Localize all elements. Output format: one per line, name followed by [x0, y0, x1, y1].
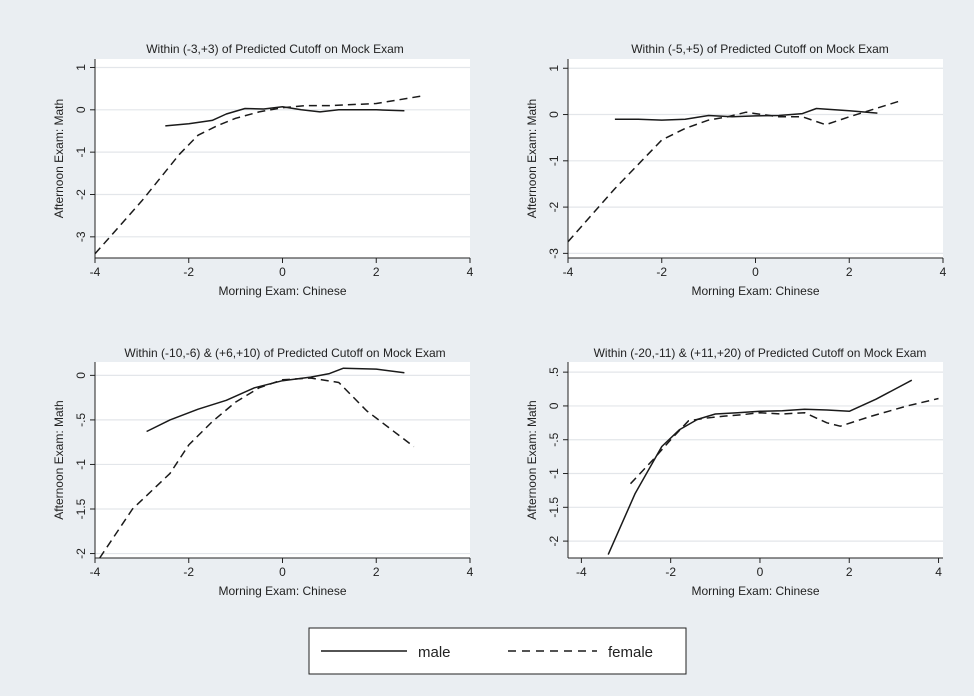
y-tick-label: 0 [74, 372, 88, 379]
x-axis-label: Morning Exam: Chinese [691, 284, 819, 298]
x-tick-label: 0 [752, 265, 759, 279]
y-tick-label: -1 [74, 459, 88, 470]
x-tick-label: -2 [183, 565, 194, 579]
x-tick-label: -2 [656, 265, 667, 279]
y-tick-label: 1 [74, 64, 88, 71]
plot-area [568, 362, 943, 558]
y-tick-label: -1.5 [547, 497, 561, 518]
chart-title: Within (-10,-6) & (+6,+10) of Predicted … [124, 346, 445, 360]
x-tick-label: 2 [846, 265, 853, 279]
y-tick-label: .5 [547, 367, 561, 377]
x-tick-label: 2 [373, 565, 380, 579]
x-axis-label: Morning Exam: Chinese [218, 584, 346, 598]
series-line-male [607, 379, 913, 555]
x-tick-label: 4 [467, 565, 474, 579]
x-axis-label: Morning Exam: Chinese [691, 584, 819, 598]
y-tick-label: -1.5 [74, 498, 88, 519]
series-line-female [99, 377, 415, 559]
x-tick-label: 2 [846, 565, 853, 579]
legend-label-female: female [608, 644, 653, 661]
y-axis-label: Afternoon Exam: Math [525, 99, 539, 218]
series-line-male [614, 107, 878, 121]
chart-panel-2: -4 -2 0 2 4 1 0 -1 -2 -3 Within (-5,+5) of Predict… [525, 42, 947, 298]
series-line-male [165, 106, 405, 127]
y-tick-label: 0 [74, 106, 88, 113]
series-line-female [567, 99, 902, 243]
y-tick-label: 0 [547, 402, 561, 409]
plot-area [568, 59, 943, 258]
chart-panel-4: -4 -2 0 2 4 .5 0 -.5 -1 -1.5 -2 Within (-20,-11) & … [525, 346, 943, 598]
x-tick-label: -4 [90, 265, 101, 279]
y-tick-label: -3 [74, 231, 88, 242]
x-tick-label: 0 [279, 265, 286, 279]
legend-label-male: male [418, 644, 451, 661]
y-tick-label: -.5 [74, 413, 88, 427]
plot-area [95, 59, 470, 258]
y-tick-label: -2 [547, 201, 561, 212]
chart-panel-1: -4 -2 0 2 4 1 0 -1 -2 -3 Within (-3,+3) of Predict… [52, 42, 474, 298]
y-axis-label: Afternoon Exam: Math [525, 400, 539, 519]
plot-area [95, 362, 470, 558]
x-tick-label: 4 [467, 265, 474, 279]
y-tick-label: -1 [547, 468, 561, 479]
y-tick-label: -1 [547, 155, 561, 166]
legend: male female [308, 627, 687, 675]
y-tick-label: -2 [547, 535, 561, 546]
x-tick-label: -2 [183, 265, 194, 279]
y-tick-label: -2 [74, 548, 88, 559]
x-tick-label: 2 [373, 265, 380, 279]
x-tick-label: -4 [576, 565, 587, 579]
x-tick-label: 4 [940, 265, 947, 279]
x-axis-label: Morning Exam: Chinese [218, 284, 346, 298]
x-tick-label: 4 [935, 565, 942, 579]
x-tick-label: 0 [279, 565, 286, 579]
y-tick-label: 1 [547, 65, 561, 72]
y-tick-label: -.5 [547, 432, 561, 446]
series-line-male [146, 367, 405, 433]
y-tick-label: -3 [547, 248, 561, 259]
y-tick-label: -1 [74, 146, 88, 157]
y-tick-label: -2 [74, 189, 88, 200]
chart-title: Within (-5,+5) of Predicted Cutoff on Mo… [631, 42, 889, 56]
chart-title: Within (-20,-11) & (+11,+20) of Predicte… [594, 346, 927, 360]
series-line-female [629, 397, 939, 485]
chart-title: Within (-3,+3) of Predicted Cutoff on Mo… [146, 42, 404, 56]
x-tick-label: -4 [563, 265, 574, 279]
x-tick-label: -4 [90, 565, 101, 579]
y-axis-label: Afternoon Exam: Math [52, 400, 66, 519]
x-tick-label: -2 [665, 565, 676, 579]
x-tick-label: 0 [757, 565, 764, 579]
y-axis-label: Afternoon Exam: Math [52, 99, 66, 218]
series-line-female [94, 95, 424, 255]
y-tick-label: 0 [547, 111, 561, 118]
